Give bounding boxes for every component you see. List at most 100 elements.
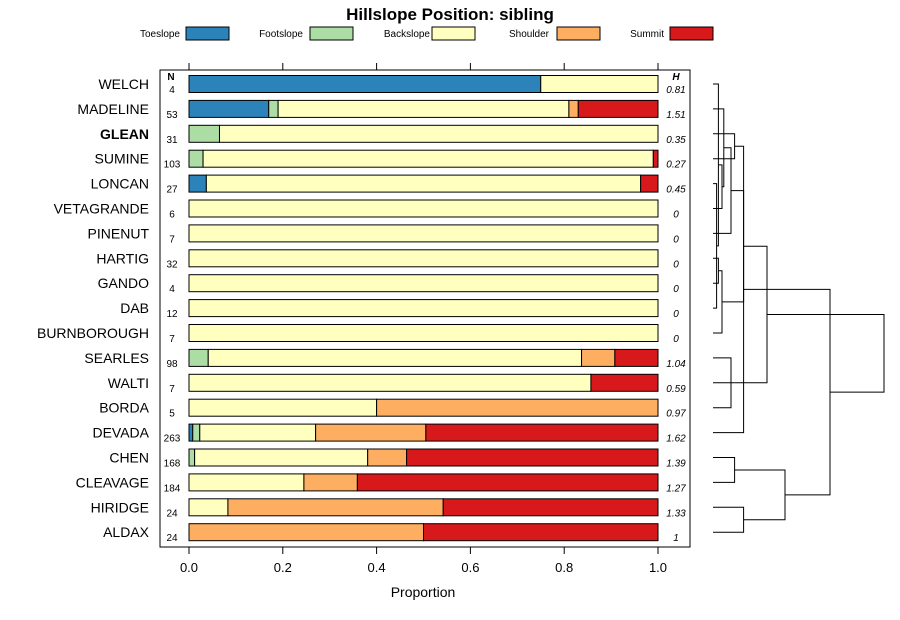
h-value: 0 [673, 284, 679, 295]
bar-segment-footslope [188, 348, 209, 367]
bar-segment-backslope [199, 423, 317, 442]
bar-segment-shoulder [315, 423, 427, 442]
category-label: HARTIG [96, 250, 149, 266]
bar-row: HARTIG 32 0 [96, 249, 679, 270]
h-column-header: H [672, 72, 680, 83]
dendrogram-link [722, 190, 745, 303]
h-value: 1.33 [666, 508, 686, 519]
category-label: LONCAN [91, 176, 149, 192]
legend-label-backslope: Backslope [384, 29, 431, 40]
bar-segment-backslope [188, 473, 305, 492]
bar-row: DEVADA 263 1.62 [92, 423, 686, 445]
bar-segment-toeslope [188, 99, 270, 118]
dendrogram [713, 83, 885, 533]
bar-rows: WELCH 4 0.81 MADELINE 53 1.51 GLEAN 31 0.35 SUMIN… [37, 75, 686, 544]
category-label: GLEAN [100, 126, 149, 142]
bar-segment-shoulder [188, 523, 424, 542]
x-axis: 0.0 0.2 0.4 0.6 0.8 1.0 [180, 63, 667, 575]
bar-row: GANDO 4 0 [98, 274, 679, 295]
n-value: 98 [166, 359, 178, 370]
bar-segment-backslope [188, 324, 659, 342]
bar-segment-summit [590, 373, 659, 392]
bar-segment-summit [442, 498, 659, 517]
bar-segment-shoulder [581, 348, 616, 367]
bar-row: WELCH 4 0.81 [98, 75, 686, 96]
bar-segment-summit [614, 348, 659, 367]
legend-swatch-footslope [309, 26, 354, 41]
dendrogram-link [713, 457, 736, 483]
h-value: 1.27 [666, 483, 686, 494]
bar-row: VETAGRANDE 6 0 [54, 199, 679, 221]
bar-segment-shoulder [568, 99, 579, 118]
bar-segment-summit [577, 99, 659, 118]
n-value: 263 [164, 434, 181, 445]
n-value: 31 [166, 135, 178, 146]
category-label: BURNBOROUGH [37, 325, 149, 341]
dendrogram-link [713, 83, 719, 247]
h-value: 1.51 [666, 110, 685, 121]
bar-row: CHEN 168 1.39 [109, 448, 686, 470]
h-value: 0 [673, 234, 679, 245]
h-value: 0.45 [666, 185, 686, 196]
x-axis-label: Proportion [391, 584, 456, 600]
category-label: HIRIDGE [91, 499, 149, 515]
chart-title: Hillslope Position: sibling [346, 5, 554, 24]
bar-segment-backslope [188, 398, 378, 417]
h-value: 0.97 [666, 409, 686, 420]
legend-label-shoulder: Shoulder [509, 29, 550, 40]
dendrogram-link [713, 257, 719, 284]
category-label: VETAGRANDE [54, 201, 149, 217]
dendrogram-link [734, 469, 786, 521]
bar-segment-backslope [188, 224, 659, 243]
category-label: PINENUT [88, 225, 150, 241]
bar-segment-backslope [277, 99, 570, 118]
h-value: 0.59 [666, 384, 686, 395]
bar-segment-backslope [188, 199, 659, 218]
h-value: 0 [673, 334, 679, 345]
n-value: 168 [164, 459, 181, 470]
legend-label-footslope: Footslope [259, 29, 303, 40]
bar-row: LONCAN 27 0.45 [91, 174, 686, 196]
category-label: ALDAX [103, 524, 150, 540]
legend: Toeslope Footslope Backslope Shoulder Summit [140, 26, 714, 41]
legend-swatch-toeslope [185, 26, 230, 41]
h-value: 0.81 [666, 85, 685, 96]
bar-row: MADELINE 53 1.51 [77, 99, 686, 121]
n-value: 7 [169, 384, 175, 395]
category-label: BORDA [99, 400, 149, 416]
n-value: 12 [166, 309, 178, 320]
bar-segment-summit [356, 473, 659, 492]
n-value: 53 [166, 110, 178, 121]
category-label: DEVADA [92, 425, 149, 441]
n-value: 27 [166, 185, 178, 196]
category-label: SEARLES [84, 350, 149, 366]
legend-swatch-backslope [431, 26, 476, 41]
bar-segment-footslope [188, 124, 220, 143]
bar-segment-backslope [202, 149, 654, 168]
h-value: 0.35 [666, 135, 686, 146]
n-value: 24 [166, 533, 178, 544]
bar-segment-backslope [188, 274, 659, 293]
bar-segment-shoulder [227, 498, 444, 517]
legend-swatch-shoulder [556, 26, 601, 41]
bar-segment-backslope [188, 249, 659, 268]
bar-segment-footslope [268, 99, 279, 118]
n-value: 7 [169, 234, 175, 245]
category-label: MADELINE [77, 101, 149, 117]
category-label: WALTI [108, 375, 149, 391]
x-tick-label: 0.0 [180, 560, 198, 575]
dendrogram-link [713, 183, 718, 309]
category-label: DAB [120, 300, 149, 316]
dendrogram-link [713, 270, 723, 334]
h-value: 1.39 [666, 459, 686, 470]
bar-segment-summit [423, 523, 659, 542]
bar-row: BURNBOROUGH 7 0 [37, 324, 679, 345]
bar-segment-footslope [188, 149, 204, 168]
h-value: 0 [673, 259, 679, 270]
category-label: WELCH [98, 76, 149, 92]
h-value: 0 [673, 210, 679, 221]
bar-segment-toeslope [188, 423, 194, 442]
dendrogram-link [743, 288, 831, 496]
bar-segment-backslope [194, 448, 369, 467]
bar-segment-footslope [192, 423, 201, 442]
